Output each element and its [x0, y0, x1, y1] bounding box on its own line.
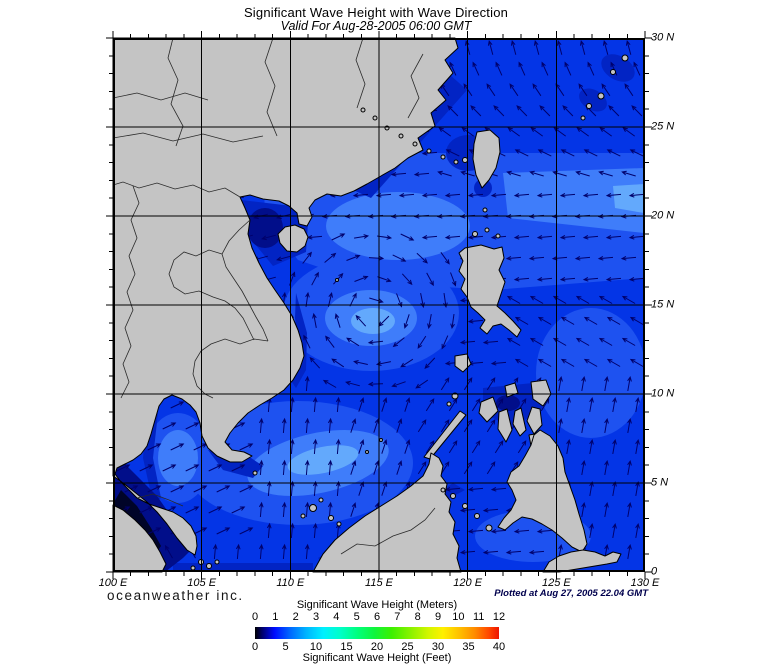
- land-mindoro: [454, 353, 472, 373]
- land-palawan: [423, 410, 467, 460]
- colorbar: [255, 627, 499, 639]
- lon-label: 100 E: [98, 577, 128, 589]
- land-luzon: [458, 244, 522, 338]
- feet-tick: 40: [492, 641, 506, 653]
- meters-tick: 1: [272, 611, 279, 623]
- meters-tick: 5: [353, 611, 360, 623]
- lat-label: 0: [651, 565, 658, 578]
- feet-tick: 10: [309, 641, 323, 653]
- land-samar: [530, 379, 552, 407]
- axis-tick-marks: [106, 31, 652, 579]
- country-borders: [112, 37, 436, 555]
- meters-tick: 7: [394, 611, 401, 623]
- meters-tick: 9: [434, 611, 442, 623]
- feet-tick: 5: [282, 641, 289, 653]
- meters-tick: 2: [292, 611, 299, 623]
- lon-label: 130 E: [630, 577, 660, 589]
- land-leyte: [526, 406, 543, 435]
- land-cebu: [512, 407, 527, 437]
- legend-feet-title: Significant Wave Height (Feet): [302, 652, 452, 664]
- land-taiwan: [472, 129, 501, 189]
- meters-tick: 0: [251, 611, 259, 623]
- lat-label: 15 N: [651, 298, 675, 311]
- meters-tick: 12: [492, 611, 506, 623]
- feet-tick: 35: [462, 641, 475, 653]
- meters-tick: 11: [472, 611, 485, 623]
- lat-label: 30 N: [651, 31, 675, 44]
- land-sulawesi: [542, 549, 622, 573]
- feet-tick: 15: [340, 641, 353, 653]
- lon-label: 105 E: [187, 577, 217, 589]
- meters-tick: 10: [452, 611, 465, 623]
- feet-tick: 30: [431, 641, 445, 653]
- small-islands: [190, 54, 629, 571]
- lat-label: 20 N: [651, 209, 675, 222]
- feet-tick: 25: [401, 641, 414, 653]
- lon-label: 115 E: [365, 577, 393, 589]
- oceanweather-logo-text: oceanweather inc.: [107, 588, 244, 603]
- meters-tick: 6: [373, 611, 381, 623]
- map-frame: [113, 38, 645, 572]
- map-canvas: [106, 31, 652, 579]
- graticule-grid: [113, 38, 645, 572]
- land-china-indochina: [112, 37, 459, 556]
- lat-label: 10 N: [651, 387, 675, 400]
- lon-label: 125 E: [541, 577, 571, 589]
- page-title: Significant Wave Height with Wave Direct…: [243, 5, 509, 20]
- land-mindanao: [497, 429, 588, 553]
- feet-tick: 20: [370, 641, 384, 653]
- lat-label: 5 N: [651, 476, 669, 489]
- lon-label: 120 E: [453, 577, 483, 589]
- meters-tick: 8: [414, 611, 421, 623]
- meters-tick: 3: [312, 611, 320, 623]
- page-subtitle: Valid For Aug-28-2005 06:00 GMT: [280, 19, 472, 33]
- land-panay: [478, 396, 499, 423]
- lat-label: 25 N: [651, 120, 675, 133]
- meters-tick: 4: [333, 611, 340, 623]
- legend-meters-title: Significant Wave Height (Meters): [296, 599, 458, 611]
- feet-tick: 0: [251, 641, 259, 653]
- plotted-at-timestamp: Plotted at Aug 27, 2005 22.04 GMT: [494, 588, 648, 599]
- lon-label: 110 E: [276, 577, 305, 589]
- land-negros: [497, 408, 513, 443]
